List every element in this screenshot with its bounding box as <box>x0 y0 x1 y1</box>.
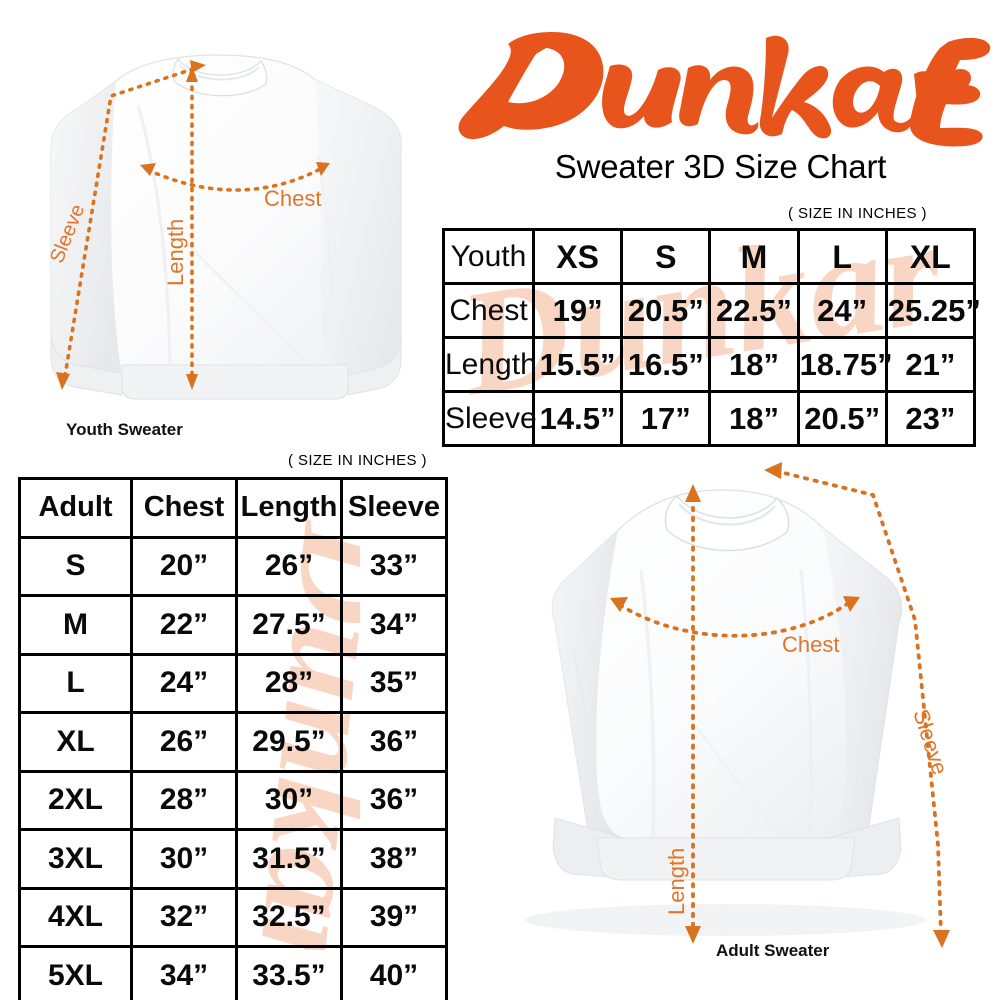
adult-length-2xl: 30” <box>235 769 343 831</box>
adult-size-s: S <box>18 535 133 597</box>
youth-size-xs: XS <box>531 228 624 285</box>
adult-chest-xl: 26” <box>130 711 238 773</box>
youth-size-table: Youth XS S M L XL Chest 19” 20.5” 22.5” … <box>442 228 981 447</box>
youth-chest-m: 22.5” <box>708 282 800 339</box>
adult-length-5xl: 33.5” <box>235 945 343 1000</box>
adult-size-5xl: 5XL <box>18 945 133 1000</box>
youth-chest-s: 20.5” <box>620 282 712 339</box>
adult-units-note: ( SIZE IN INCHES ) <box>288 452 427 469</box>
adult-size-xl: XL <box>18 711 133 773</box>
adult-chest-m: 22” <box>130 594 238 656</box>
youth-length-xs: 15.5” <box>531 336 624 393</box>
youth-length-xl: 21” <box>884 336 977 393</box>
adult-sleeve-m: 34” <box>340 594 448 656</box>
youth-sleeve-m: 18” <box>708 390 800 447</box>
adult-length-label: Length <box>664 847 689 915</box>
youth-chest-xl: 25.25” <box>884 282 981 339</box>
youth-sleeve-xs: 14.5” <box>531 390 624 447</box>
adult-sweater-illustration <box>455 450 995 950</box>
table-row: 4XL 32” 32.5” 39” <box>18 886 448 948</box>
youth-row-label-length: Length <box>442 336 537 393</box>
youth-sleeve-l: 20.5” <box>796 390 888 447</box>
table-row: Length 15.5” 16.5” 18” 18.75” 21” <box>442 336 977 393</box>
table-row: Chest 19” 20.5” 22.5” 24” 25.25” <box>442 282 981 339</box>
youth-length-label: Length <box>163 218 188 286</box>
table-row: Sleeve 14.5” 17” 18” 20.5” 23” <box>442 390 977 447</box>
adult-header-length: Length <box>235 477 343 539</box>
youth-sweater-caption: Youth Sweater <box>66 420 183 439</box>
adult-sleeve-xl: 36” <box>340 711 448 773</box>
table-row: 5XL 34” 33.5” 40” <box>18 945 448 1000</box>
adult-length-s: 26” <box>235 535 343 597</box>
youth-sleeve-s: 17” <box>620 390 712 447</box>
adult-chest-2xl: 28” <box>130 769 238 831</box>
table-row: M 22” 27.5” 34” <box>18 594 448 656</box>
youth-chest-l: 24” <box>796 282 888 339</box>
youth-size-m: M <box>708 228 800 285</box>
youth-row-label-sleeve: Sleeve <box>442 390 537 447</box>
dunkare-logo <box>448 22 993 152</box>
adult-sweater-caption: Adult Sweater <box>716 941 830 960</box>
youth-sleeve-xl: 23” <box>884 390 977 447</box>
adult-chest-5xl: 34” <box>130 945 238 1000</box>
adult-chest-l: 24” <box>130 652 238 714</box>
adult-header-sleeve: Sleeve <box>340 477 448 539</box>
adult-size-3xl: 3XL <box>18 828 133 890</box>
adult-sleeve-4xl: 39” <box>340 886 448 948</box>
table-row: XL 26” 29.5” 36” <box>18 711 448 773</box>
table-row: 2XL 28” 30” 36” <box>18 769 448 831</box>
adult-sleeve-l: 35” <box>340 652 448 714</box>
youth-size-xl: XL <box>884 228 977 285</box>
page-title: Sweater 3D Size Chart <box>554 148 887 185</box>
youth-length-l: 18.75” <box>796 336 893 393</box>
adult-length-4xl: 32.5” <box>235 886 343 948</box>
adult-length-xl: 29.5” <box>235 711 343 773</box>
table-row-header: Youth XS S M L XL <box>442 228 977 285</box>
adult-size-4xl: 4XL <box>18 886 133 948</box>
adult-sleeve-2xl: 36” <box>340 769 448 831</box>
table-row: L 24” 28” 35” <box>18 652 448 714</box>
youth-size-s: S <box>620 228 712 285</box>
adult-chest-label: Chest <box>782 632 840 657</box>
table-row: 3XL 30” 31.5” 38” <box>18 828 448 890</box>
youth-corner-label: Youth <box>442 228 535 285</box>
youth-length-s: 16.5” <box>620 336 712 393</box>
adult-length-3xl: 31.5” <box>235 828 343 890</box>
adult-sleeve-5xl: 40” <box>340 945 448 1000</box>
table-row-header: Adult Chest Length Sleeve <box>18 477 448 539</box>
adult-sleeve-s: 33” <box>340 535 448 597</box>
adult-size-table: Adult Chest Length Sleeve S 20” 26” 33” … <box>18 477 448 1000</box>
youth-chest-xs: 19” <box>531 282 624 339</box>
adult-sleeve-3xl: 38” <box>340 828 448 890</box>
adult-size-2xl: 2XL <box>18 769 133 831</box>
adult-chest-s: 20” <box>130 535 238 597</box>
youth-units-note: ( SIZE IN INCHES ) <box>788 205 927 222</box>
table-row: S 20” 26” 33” <box>18 535 448 597</box>
adult-length-l: 28” <box>235 652 343 714</box>
adult-header-chest: Chest <box>130 477 238 539</box>
adult-size-m: M <box>18 594 133 656</box>
youth-row-label-chest: Chest <box>442 282 535 339</box>
adult-header-size: Adult <box>18 477 133 539</box>
youth-size-l: L <box>796 228 888 285</box>
adult-chest-3xl: 30” <box>130 828 238 890</box>
adult-length-m: 27.5” <box>235 594 343 656</box>
youth-length-m: 18” <box>708 336 800 393</box>
adult-chest-4xl: 32” <box>130 886 238 948</box>
adult-size-l: L <box>18 652 133 714</box>
youth-chest-label: Chest <box>264 186 322 211</box>
